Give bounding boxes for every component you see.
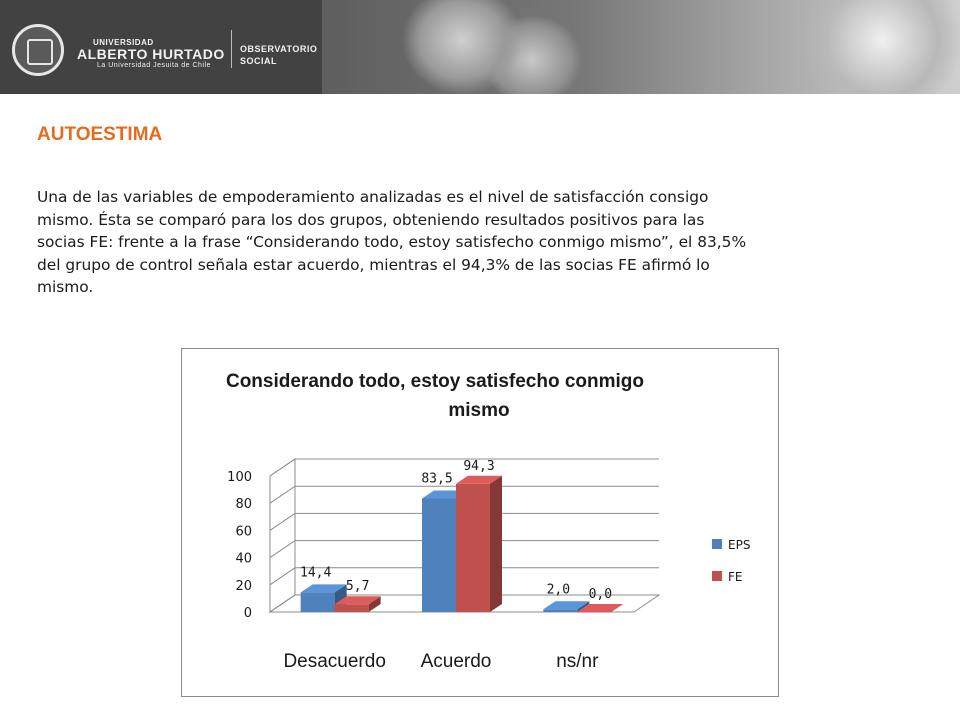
chart-container: Considerando todo, estoy satisfecho conm… bbox=[181, 348, 779, 697]
bar-top bbox=[334, 596, 381, 605]
bar-eps bbox=[543, 609, 578, 612]
bar-eps bbox=[300, 592, 335, 612]
section-heading: AUTOESTIMA bbox=[37, 124, 163, 145]
gridline bbox=[269, 512, 659, 531]
body-line: mismo. Ésta se comparó para los dos grup… bbox=[37, 210, 705, 229]
chart-title-line1: Considerando todo, estoy satisfecho conm… bbox=[226, 371, 644, 392]
data-labels: 14,4 5,7 83,5 94,3 2,0 0,0 bbox=[300, 459, 612, 602]
gridline bbox=[269, 485, 659, 504]
data-label: 5,7 bbox=[346, 579, 369, 594]
x-category-label: Acuerdo bbox=[421, 651, 492, 672]
side-wall bbox=[269, 458, 296, 613]
header-photo bbox=[322, 0, 960, 94]
university-tagline: La Universidad Jesuita de Chile bbox=[97, 62, 211, 69]
bar-eps bbox=[422, 498, 456, 612]
body-line: socias FE: frente a la frase “Consideran… bbox=[37, 233, 747, 252]
observatory-line2: SOCIAL bbox=[240, 56, 278, 66]
university-seal-icon bbox=[12, 24, 64, 76]
bar-top bbox=[300, 584, 347, 593]
bar-fe bbox=[334, 604, 369, 612]
bar-fe bbox=[456, 483, 490, 612]
y-tick-label: 0 bbox=[244, 606, 252, 621]
bar-top bbox=[543, 601, 590, 610]
university-line1: UNIVERSIDAD bbox=[93, 38, 154, 47]
y-tick-label: 20 bbox=[235, 579, 252, 594]
observatory-line1: OBSERVATORIO bbox=[240, 44, 318, 54]
legend-label: EPS bbox=[728, 538, 750, 552]
y-tick-label: 80 bbox=[235, 497, 252, 512]
university-name: ALBERTO HURTADO bbox=[77, 46, 225, 62]
legend-label: FE bbox=[728, 570, 742, 584]
data-label: 0,0 bbox=[589, 587, 612, 602]
y-tick-label: 40 bbox=[235, 552, 252, 567]
data-label: 83,5 bbox=[421, 471, 452, 486]
x-category-label: ns/nr bbox=[556, 651, 599, 672]
bar-top bbox=[577, 604, 624, 612]
bar-fe bbox=[577, 612, 612, 613]
gridline bbox=[269, 458, 659, 477]
gridline bbox=[269, 594, 659, 613]
y-tick-label: 60 bbox=[235, 524, 252, 539]
legend-swatch-eps bbox=[712, 539, 722, 549]
y-tick-label: 100 bbox=[227, 470, 252, 485]
body-line: del grupo de control señala estar acuerd… bbox=[37, 255, 710, 274]
university-logo-block[interactable]: UNIVERSIDAD ALBERTO HURTADO La Universid… bbox=[0, 0, 322, 94]
body-paragraph: Una de las variables de empoderamiento a… bbox=[37, 186, 927, 299]
x-category-label: Desacuerdo bbox=[283, 651, 385, 672]
bar-top bbox=[456, 475, 502, 484]
bar-side bbox=[577, 601, 590, 612]
gridline bbox=[269, 567, 659, 586]
data-label: 14,4 bbox=[300, 565, 331, 580]
bar-side bbox=[490, 475, 502, 612]
bar-chart: Considerando todo, estoy satisfecho conm… bbox=[226, 371, 750, 672]
chart-title-line2: mismo bbox=[448, 400, 509, 421]
data-label: 2,0 bbox=[547, 582, 570, 597]
chart-legend: EPS FE bbox=[712, 538, 750, 584]
logo-divider bbox=[231, 30, 232, 68]
header-banner: UNIVERSIDAD ALBERTO HURTADO La Universid… bbox=[0, 0, 960, 94]
data-label: 94,3 bbox=[463, 459, 494, 474]
body-line: Una de las variables de empoderamiento a… bbox=[37, 188, 709, 206]
plot-area: 0 20 40 60 80 100 Desacuerdo Acuerdo ns/nr bbox=[227, 458, 661, 672]
body-line: mismo. bbox=[37, 278, 94, 297]
legend-swatch-fe bbox=[712, 571, 722, 581]
bar-side bbox=[368, 596, 381, 612]
gridline bbox=[269, 540, 659, 559]
